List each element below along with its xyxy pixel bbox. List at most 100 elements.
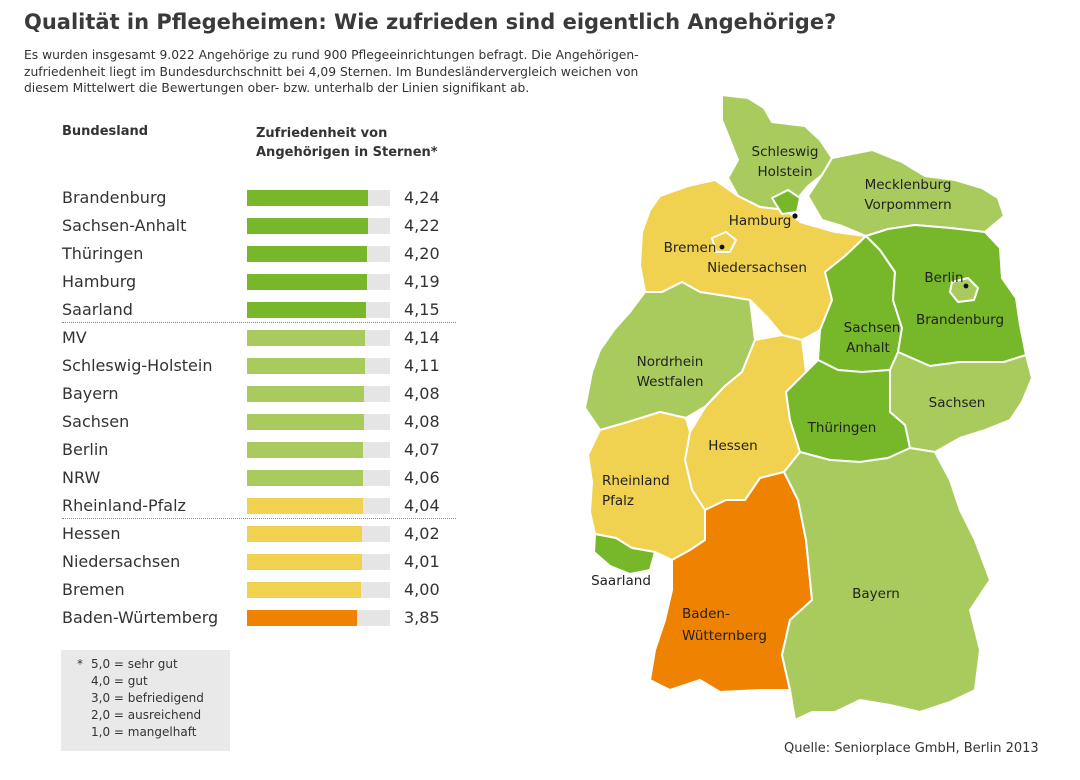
column-header-value: Zufriedenheit von Angehörigen in Sternen… xyxy=(256,124,438,162)
row-state-name: Saarland xyxy=(62,300,133,319)
row-state-name: Hamburg xyxy=(62,272,137,291)
table-row: Hessen 4,02 xyxy=(0,520,460,548)
rating-bar-track xyxy=(247,442,390,458)
row-rating-value: 4,01 xyxy=(404,552,440,571)
table-row: Sachsen-Anhalt 4,22 xyxy=(0,212,460,240)
row-rating-value: 4,19 xyxy=(404,272,440,291)
page-title: Qualität in Pflegeheimen: Wie zufrieden … xyxy=(24,10,837,34)
label-berlin: Berlin xyxy=(924,270,963,286)
row-state-name: Brandenburg xyxy=(62,188,167,207)
row-state-name: Bayern xyxy=(62,384,119,403)
label-rheinland-pfalz: Rheinland xyxy=(602,473,670,489)
legend-asterisk: * xyxy=(77,657,83,671)
table-row: Thüringen 4,20 xyxy=(0,240,460,268)
rating-bar-track xyxy=(247,302,390,318)
table-row: MV 4,14 xyxy=(0,324,460,352)
rating-bar-track xyxy=(247,358,390,374)
source-note: Quelle: Seniorplace GmbH, Berlin 2013 xyxy=(784,741,1039,756)
label-hamburg: Hamburg xyxy=(729,213,792,229)
label-sachsen-anhalt: Sachsen xyxy=(844,320,901,336)
row-rating-value: 4,02 xyxy=(404,524,440,543)
label-sachsen-anhalt: Anhalt xyxy=(846,340,890,356)
rating-bar-track xyxy=(247,246,390,262)
table-row: Bayern 4,08 xyxy=(0,380,460,408)
legend-item: 4,0 = gut xyxy=(91,674,148,688)
row-state-name: Sachsen xyxy=(62,412,130,431)
rating-bar-track xyxy=(247,554,390,570)
label-hessen: Hessen xyxy=(708,438,757,454)
row-rating-value: 4,11 xyxy=(404,356,440,375)
legend-item: 3,0 = befriedigend xyxy=(91,691,204,705)
column-header-state: Bundesland xyxy=(62,124,149,139)
map-region-nordrhein-westfalen xyxy=(584,281,756,431)
rating-bar-track xyxy=(247,274,390,290)
table-row: Brandenburg 4,24 xyxy=(0,184,460,212)
label-nordrhein-westfalen: Westfalen xyxy=(637,374,704,390)
map-region-bremen xyxy=(711,231,737,253)
rating-bar xyxy=(247,386,364,402)
map-region-schleswig-holstein xyxy=(721,94,833,211)
map-region-berlin xyxy=(949,277,979,303)
rating-bar xyxy=(247,274,367,290)
rating-bar-track xyxy=(247,218,390,234)
row-state-name: Hessen xyxy=(62,524,121,543)
row-rating-value: 4,04 xyxy=(404,496,440,515)
label-niedersachsen: Niedersachsen xyxy=(707,260,807,276)
row-rating-value: 4,15 xyxy=(404,300,440,319)
label-rheinland-pfalz: Pfalz xyxy=(602,493,634,509)
rating-bar xyxy=(247,498,363,514)
scale-legend: * 5,0 = sehr gut 4,0 = gut 3,0 = befried… xyxy=(61,650,230,751)
table-row: Hamburg 4,19 xyxy=(0,268,460,296)
rating-bar xyxy=(247,610,358,626)
rating-bar-track xyxy=(247,526,390,542)
row-rating-value: 4,07 xyxy=(404,440,440,459)
label-bayern: Bayern xyxy=(852,586,900,602)
table-row: Bremen 4,00 xyxy=(0,576,460,604)
intro-line: diesem Mittelwert die Bewertungen ober- … xyxy=(24,81,530,95)
map-region-bayern xyxy=(781,447,991,721)
intro-text: Es wurden insgesamt 9.022 Angehörige zu … xyxy=(24,47,639,97)
label-nordrhein-westfalen: Nordrhein xyxy=(637,354,704,370)
rating-bar xyxy=(247,302,366,318)
row-state-name: Berlin xyxy=(62,440,109,459)
label-sachsen: Sachsen xyxy=(929,395,986,411)
label-baden-wuerttemberg: Baden- xyxy=(682,606,730,622)
row-rating-value: 4,22 xyxy=(404,216,440,235)
table-row: Saarland 4,15 xyxy=(0,296,460,324)
rating-bar xyxy=(247,218,368,234)
intro-line: Es wurden insgesamt 9.022 Angehörige zu … xyxy=(24,48,639,62)
berlin-dot xyxy=(963,283,969,289)
label-bremen: Bremen xyxy=(664,240,717,256)
rating-bar xyxy=(247,582,362,598)
rating-bar-track xyxy=(247,610,390,626)
row-state-name: Rheinland-Pfalz xyxy=(62,496,186,515)
label-saarland: Saarland xyxy=(591,573,651,589)
row-state-name: Schleswig-Holstein xyxy=(62,356,213,375)
bremen-dot xyxy=(719,244,725,250)
label-mecklenburg-vorpommern: Mecklenburg xyxy=(865,177,952,193)
rating-bar xyxy=(247,470,364,486)
row-rating-value: 4,08 xyxy=(404,412,440,431)
rating-bar-track xyxy=(247,330,390,346)
label-baden-wuerttemberg: Wütternberg xyxy=(682,628,767,644)
rating-bar xyxy=(247,358,365,374)
row-rating-value: 4,24 xyxy=(404,188,440,207)
table-row: Baden-Würtemberg 3,85 xyxy=(0,604,460,632)
row-rating-value: 4,20 xyxy=(404,244,440,263)
map-region-hamburg xyxy=(771,189,801,215)
legend-item: 5,0 = sehr gut xyxy=(91,657,178,671)
column-header-value-line: Zufriedenheit von xyxy=(256,126,388,141)
legend-item: 1,0 = mangelhaft xyxy=(91,725,197,739)
rating-bar-track xyxy=(247,190,390,206)
rating-bar xyxy=(247,414,364,430)
map-region-saarland xyxy=(593,533,656,575)
row-state-name: Thüringen xyxy=(62,244,144,263)
rating-bar xyxy=(247,190,369,206)
rating-bar-track xyxy=(247,582,390,598)
row-rating-value: 4,08 xyxy=(404,384,440,403)
table-row: Schleswig-Holstein 4,11 xyxy=(0,352,460,380)
row-state-name: Sachsen-Anhalt xyxy=(62,216,187,235)
table-row: NRW 4,06 xyxy=(0,464,460,492)
legend-item: 2,0 = ausreichend xyxy=(91,708,202,722)
